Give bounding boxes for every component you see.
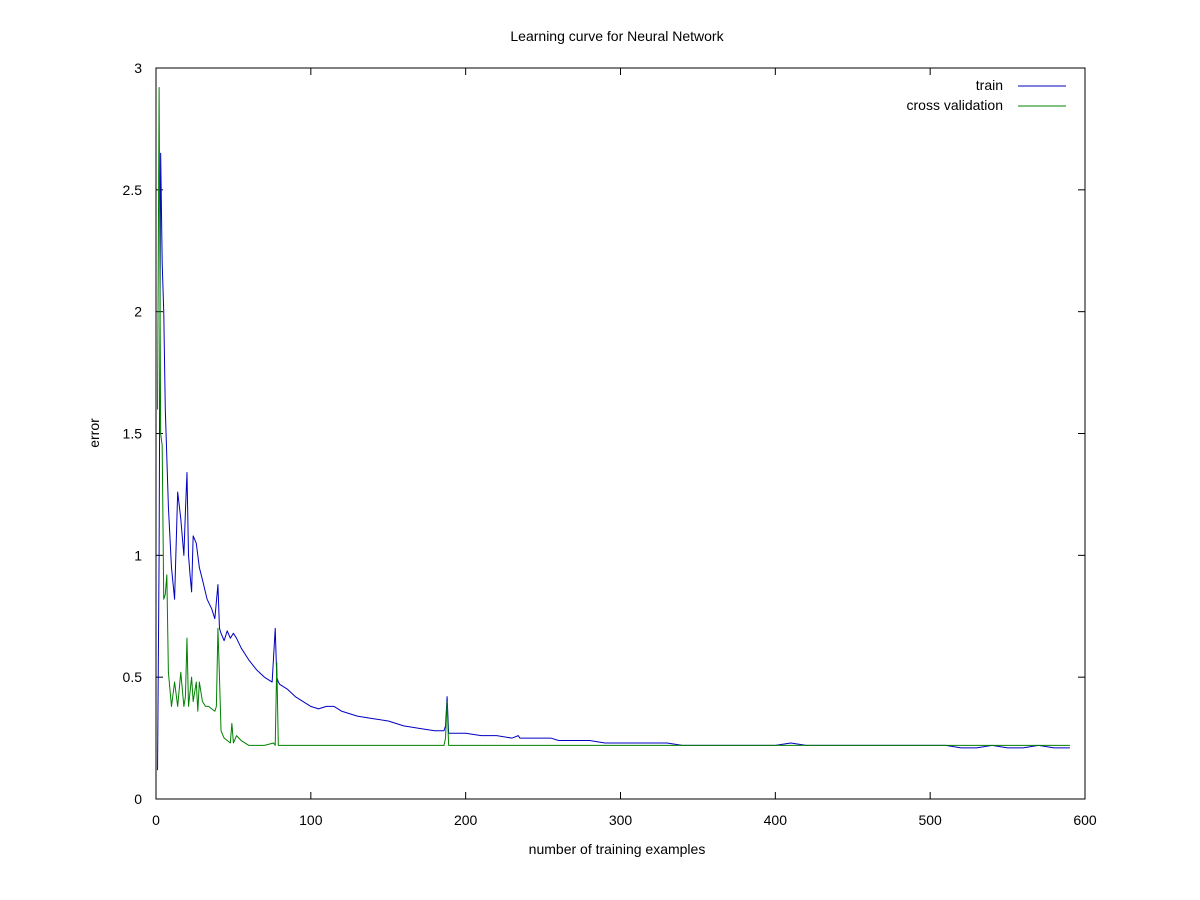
- y-tick-label-2: 2: [134, 304, 142, 320]
- legend: train cross validation: [907, 77, 1066, 113]
- legend-label-cross-validation: cross validation: [907, 97, 1004, 113]
- series-layer: [157, 86, 1071, 771]
- x-tick-label-500: 500: [918, 812, 942, 828]
- y-tick-label-3: 3: [134, 60, 142, 76]
- legend-label-train: train: [976, 77, 1003, 93]
- y-axis-label: error: [86, 418, 102, 448]
- series-line-cross-validation: [157, 86, 1071, 746]
- x-axis-label: number of training examples: [529, 841, 706, 857]
- y-tick-label-0: 0: [134, 791, 142, 807]
- y-axis-ticks: 0 0.5 1 1.5 2 2.5 3: [123, 60, 1085, 807]
- y-tick-label-0.5: 0.5: [123, 669, 143, 685]
- x-tick-label-300: 300: [609, 812, 633, 828]
- x-tick-label-100: 100: [299, 812, 323, 828]
- x-axis-ticks: 0 100 200 300 400 500 600: [152, 68, 1097, 828]
- y-tick-label-2.5: 2.5: [123, 182, 143, 198]
- plot-frame: [155, 67, 1086, 800]
- x-tick-label-400: 400: [764, 812, 788, 828]
- x-tick-label-0: 0: [152, 812, 160, 828]
- chart-title: Learning curve for Neural Network: [510, 28, 724, 44]
- y-tick-label-1: 1: [134, 547, 142, 563]
- y-tick-label-1.5: 1.5: [123, 426, 143, 442]
- series-line-train: [157, 152, 1071, 771]
- x-tick-label-600: 600: [1073, 812, 1097, 828]
- x-tick-label-200: 200: [454, 812, 478, 828]
